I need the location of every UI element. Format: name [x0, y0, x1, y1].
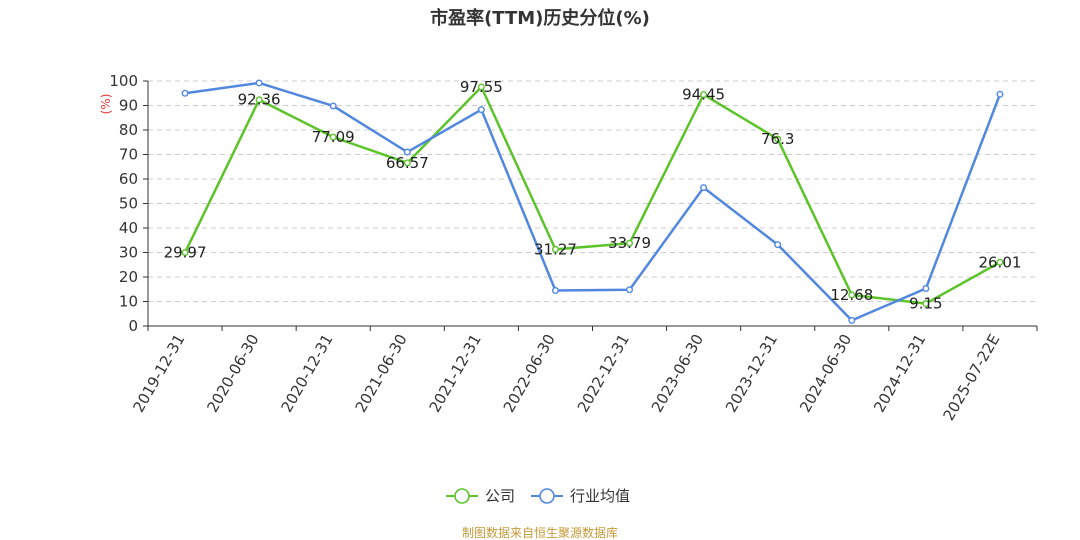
data-label: 66.57	[386, 154, 429, 172]
data-label: 77.09	[312, 128, 355, 146]
chart-title: 市盈率(TTM)历史分位(%)	[430, 8, 650, 29]
source-note: 制图数据来自恒生聚源数据库	[462, 525, 618, 540]
series-0-point	[848, 291, 856, 299]
series-0-point	[774, 135, 782, 143]
series-0-point	[255, 96, 263, 104]
data-label: 9.15	[909, 295, 942, 313]
x-tick-label: 2022-06-30	[500, 331, 559, 416]
data-labels: 29.97 92.36 77.09 66.57 97.55 31.27 33.79 94.45…	[164, 78, 1022, 313]
data-label: 12.68	[830, 286, 873, 304]
x-tick-label: 2025-07-22E	[940, 331, 1004, 424]
x-tick-label: 2023-12-31	[722, 331, 781, 416]
data-label: 92.36	[238, 91, 281, 109]
y-tick-label: 60	[119, 170, 138, 188]
data-label: 29.97	[164, 244, 207, 262]
series-1-point	[477, 106, 485, 114]
series-1-point	[329, 102, 337, 110]
x-tick-label: 2021-12-31	[426, 331, 485, 416]
series-0-point	[922, 300, 930, 308]
series-0-point	[551, 245, 559, 253]
data-label: 33.79	[608, 234, 651, 252]
legend-label: 公司	[485, 487, 515, 505]
legend[interactable]: 公司 行业均值	[446, 487, 630, 505]
y-tick-label: 10	[119, 293, 138, 311]
series-line-0	[183, 85, 1001, 305]
series-1-point	[848, 316, 856, 324]
x-tick-label: 2024-06-30	[796, 331, 855, 416]
y-tick-label: 80	[119, 121, 138, 139]
series-1-point	[403, 148, 411, 156]
x-tick-label: 2020-12-31	[277, 331, 336, 416]
y-tick-label: 40	[119, 219, 138, 237]
series-1-point	[700, 184, 708, 192]
data-label: 97.55	[460, 78, 503, 96]
series-lines	[181, 79, 1004, 324]
y-tick-label: 20	[119, 268, 138, 286]
series-0-point	[181, 249, 189, 257]
data-label: 31.27	[534, 240, 577, 258]
y-tick-label: 90	[119, 97, 138, 115]
legend-marker	[454, 488, 470, 504]
legend-item-1[interactable]: 行业均值	[531, 487, 630, 505]
legend-label: 行业均值	[570, 487, 630, 505]
series-1-point	[626, 286, 634, 294]
grid-lines	[148, 80, 1037, 302]
y-tick-label: 0	[128, 317, 138, 335]
legend-marker	[539, 488, 555, 504]
x-tick-label: 2019-12-31	[129, 331, 188, 416]
series-0-point	[626, 239, 634, 247]
x-tick-label: 2021-06-30	[352, 331, 411, 416]
series-1-point	[922, 285, 930, 293]
y-tick-label: 50	[119, 195, 138, 213]
series-0-point	[996, 258, 1004, 266]
series-0-point	[403, 159, 411, 167]
series-0-point	[700, 91, 708, 99]
series-0-point	[329, 133, 337, 141]
series-1-point	[551, 286, 559, 294]
series-1-point	[774, 241, 782, 249]
y-tick-label: 30	[119, 244, 138, 262]
series-line-1	[184, 81, 1002, 322]
x-tick-label: 2022-12-31	[574, 331, 633, 416]
data-label: 94.45	[682, 86, 725, 104]
data-label: 26.01	[978, 253, 1021, 271]
x-tick-label: 2020-06-30	[203, 331, 262, 416]
x-tick-label: 2023-06-30	[648, 331, 707, 416]
legend-item-0[interactable]: 公司	[446, 487, 515, 505]
series-1-point	[996, 90, 1004, 98]
y-axis-unit-label: (%)	[99, 94, 113, 115]
series-0-point	[477, 83, 485, 91]
data-label: 76.3	[761, 130, 794, 148]
y-tick-label: 100	[109, 72, 138, 90]
series-1-point	[255, 79, 263, 87]
series-1-point	[181, 89, 189, 97]
y-tick-label: 70	[119, 146, 138, 164]
x-tick-label: 2024-12-31	[870, 331, 929, 416]
